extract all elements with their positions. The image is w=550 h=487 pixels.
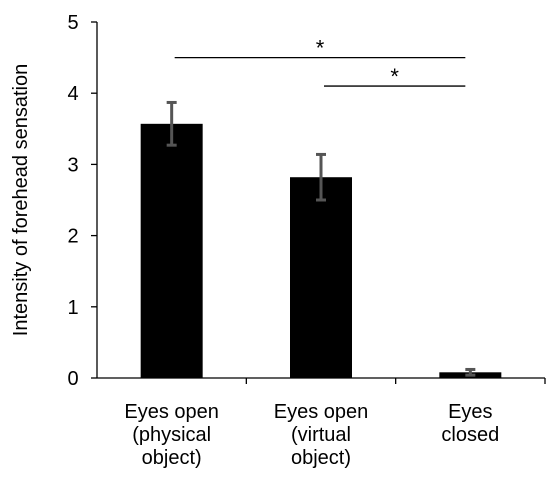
x-tick-label: Eyes open (virtual object) [274,401,369,469]
x-tick-label-line: Eyes [448,401,492,423]
x-tick-label-line: Eyes open [124,401,219,423]
significance-label: * [390,64,399,89]
x-tick-label-line: object) [291,447,351,469]
x-tick-label-line: (physical [132,424,211,446]
y-axis-label: Intensity of forehead sensation [10,64,32,336]
y-tick-label: 5 [67,12,78,34]
bar [140,123,203,378]
significance-label: * [316,36,325,61]
x-tick-label: Eyes closed [441,401,499,446]
y-tick-label: 2 [67,226,78,248]
x-tick-label-line: (virtual [291,424,351,446]
x-tick-label-line: closed [441,424,499,446]
x-tick-label: Eyes open (physical object) [124,401,219,469]
y-tick-label: 1 [67,297,78,319]
x-tick-label-line: Eyes open [274,401,369,423]
y-tick-label: 0 [67,368,78,390]
bar [290,177,352,378]
y-tick-label: 3 [67,154,78,176]
y-tick-label: 4 [67,83,78,105]
x-tick-label-line: object) [142,447,202,469]
